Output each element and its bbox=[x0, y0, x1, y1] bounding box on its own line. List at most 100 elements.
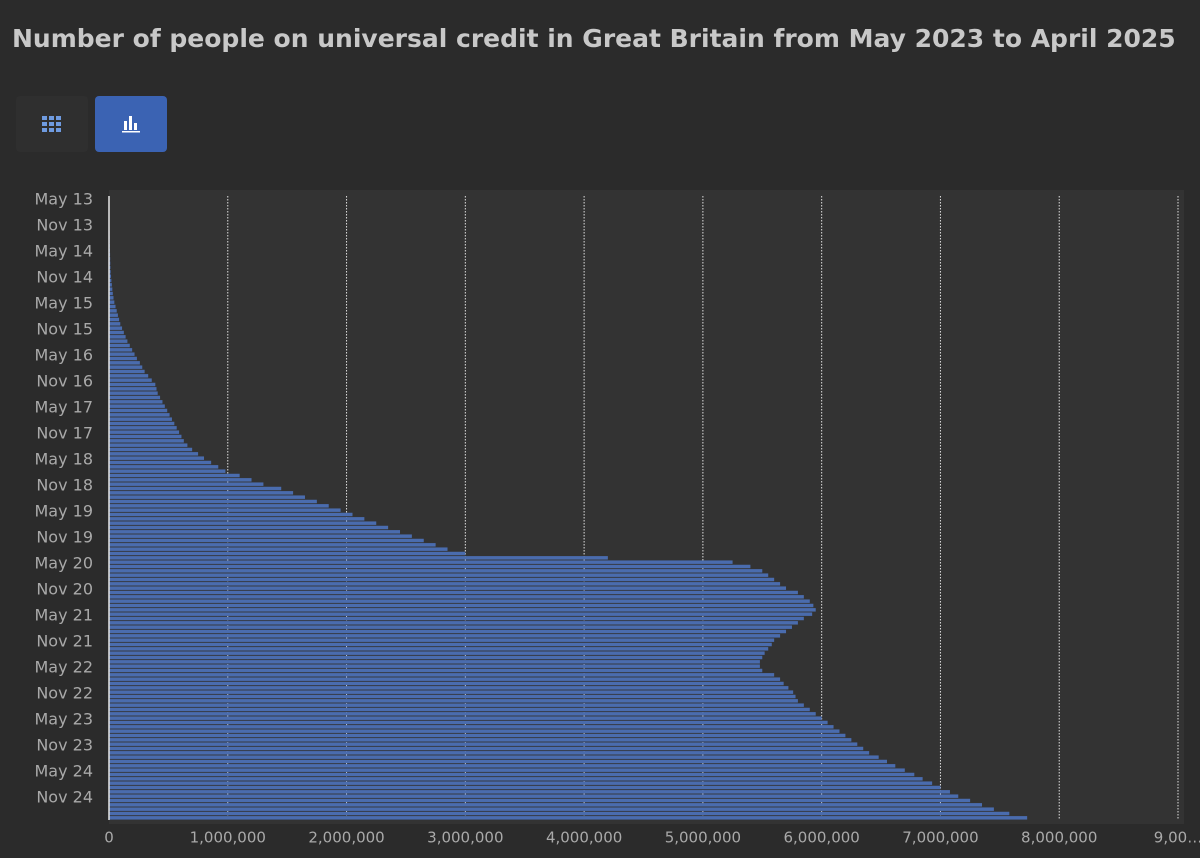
bar bbox=[109, 287, 113, 291]
bar bbox=[109, 491, 294, 495]
y-tick-label: Nov 15 bbox=[36, 320, 93, 339]
bar bbox=[109, 512, 353, 517]
bar bbox=[109, 816, 1028, 820]
bar bbox=[109, 538, 424, 543]
bar bbox=[109, 777, 923, 781]
bar bbox=[109, 616, 804, 621]
x-tick-label: 9,00… bbox=[1154, 829, 1200, 847]
bar bbox=[109, 551, 466, 556]
bar bbox=[109, 560, 733, 564]
bar bbox=[109, 720, 828, 725]
bar bbox=[109, 772, 915, 777]
bar bbox=[109, 317, 120, 322]
bar bbox=[109, 469, 226, 473]
y-tick-label: Nov 13 bbox=[36, 216, 93, 235]
bar bbox=[109, 413, 170, 417]
bar bbox=[109, 326, 123, 330]
bar bbox=[109, 335, 126, 339]
bar bbox=[109, 322, 121, 326]
bar bbox=[109, 742, 858, 746]
bar bbox=[109, 759, 887, 764]
bar bbox=[109, 651, 765, 655]
bar bbox=[109, 378, 152, 382]
y-tick-label: May 16 bbox=[34, 346, 93, 365]
x-tick-label: 3,000,000 bbox=[427, 829, 503, 847]
y-tick-label: Nov 24 bbox=[36, 788, 93, 807]
bar bbox=[109, 352, 135, 356]
bar bbox=[109, 473, 240, 478]
y-tick-label: May 15 bbox=[34, 294, 93, 313]
bar bbox=[109, 274, 112, 278]
chart-title: Number of people on universal credit in … bbox=[12, 24, 1176, 53]
bar bbox=[109, 625, 792, 629]
bar bbox=[109, 803, 983, 807]
bar bbox=[109, 716, 822, 720]
y-tick-label: Nov 21 bbox=[36, 632, 93, 651]
bar bbox=[109, 655, 763, 660]
bar bbox=[109, 547, 448, 551]
bar bbox=[109, 694, 796, 699]
bar bbox=[109, 452, 199, 456]
y-tick-label: May 24 bbox=[34, 762, 93, 781]
bar bbox=[109, 343, 130, 348]
bar bbox=[109, 673, 775, 677]
chart-view-button[interactable] bbox=[95, 96, 167, 152]
bar bbox=[109, 356, 137, 361]
bar bbox=[109, 400, 163, 404]
grid-icon bbox=[42, 116, 61, 132]
bar bbox=[109, 595, 804, 599]
x-tick-label: 6,000,000 bbox=[783, 829, 859, 847]
bar bbox=[109, 408, 168, 413]
bar bbox=[109, 733, 846, 738]
bar bbox=[109, 794, 959, 798]
bar bbox=[109, 621, 798, 625]
bar bbox=[109, 577, 775, 582]
bar bbox=[109, 330, 124, 335]
bar bbox=[109, 486, 282, 491]
x-tick-label: 7,000,000 bbox=[902, 829, 978, 847]
y-tick-label: May 17 bbox=[34, 398, 93, 417]
bar bbox=[109, 296, 114, 300]
bar bbox=[109, 746, 864, 751]
bar bbox=[109, 421, 175, 426]
table-view-button[interactable] bbox=[16, 96, 88, 152]
bar bbox=[109, 478, 252, 482]
bar bbox=[109, 599, 810, 603]
bar bbox=[109, 729, 840, 733]
bar bbox=[109, 365, 143, 369]
bar bbox=[109, 534, 412, 538]
bar bbox=[109, 629, 787, 634]
bar bbox=[109, 439, 184, 443]
bar bbox=[109, 573, 769, 577]
bar bbox=[109, 530, 401, 534]
bar bbox=[109, 447, 193, 452]
bar bbox=[109, 586, 787, 590]
y-tick-label: Nov 18 bbox=[36, 476, 93, 495]
bar bbox=[109, 391, 158, 395]
bar bbox=[109, 699, 798, 703]
bar bbox=[109, 582, 781, 586]
x-tick-label: 1,000,000 bbox=[190, 829, 266, 847]
y-tick-label: May 19 bbox=[34, 502, 93, 521]
bar bbox=[109, 647, 769, 651]
bar bbox=[109, 543, 436, 547]
bar bbox=[109, 270, 111, 274]
bar bbox=[109, 495, 305, 499]
bar bbox=[109, 811, 1010, 816]
bar bbox=[109, 387, 157, 391]
bar bbox=[109, 790, 950, 794]
bar bbox=[109, 521, 377, 525]
bar bbox=[109, 712, 816, 716]
bar-icon bbox=[122, 116, 140, 133]
bar bbox=[109, 304, 116, 309]
bar bbox=[109, 382, 156, 387]
bar bbox=[109, 430, 180, 434]
bar bbox=[109, 781, 933, 785]
bar bbox=[109, 309, 117, 313]
bar bbox=[109, 707, 810, 712]
y-tick-label: Nov 20 bbox=[36, 580, 93, 599]
bar bbox=[109, 517, 365, 521]
y-tick-label: May 20 bbox=[34, 554, 93, 573]
bar bbox=[109, 283, 112, 287]
